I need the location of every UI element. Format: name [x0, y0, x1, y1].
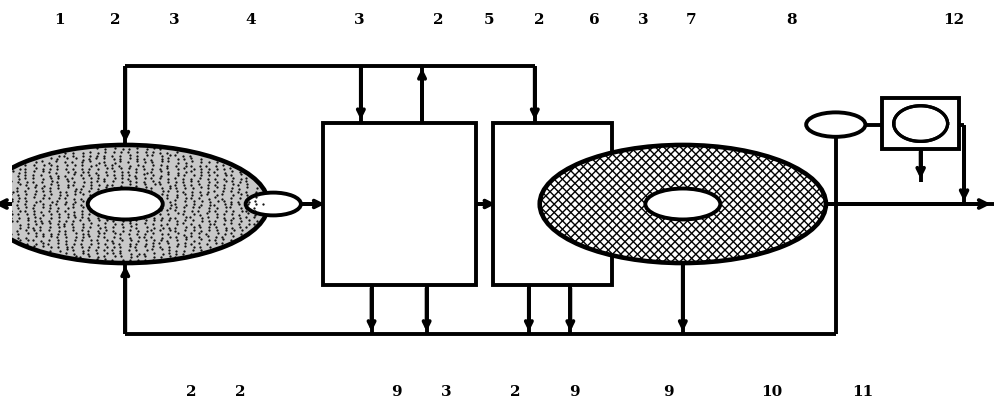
Text: 2: 2 — [510, 384, 520, 398]
Text: 8: 8 — [786, 13, 797, 27]
Text: 4: 4 — [245, 13, 256, 27]
Text: 2: 2 — [235, 384, 246, 398]
Text: 2: 2 — [433, 13, 443, 27]
Circle shape — [246, 193, 301, 216]
Text: 2: 2 — [110, 13, 121, 27]
Bar — [493, 123, 612, 286]
Circle shape — [645, 189, 720, 220]
Text: 9: 9 — [569, 384, 580, 398]
Text: 2: 2 — [534, 13, 545, 27]
Bar — [323, 123, 476, 286]
Text: 12: 12 — [944, 13, 965, 27]
Text: 10: 10 — [761, 384, 782, 398]
Text: 3: 3 — [354, 13, 364, 27]
Text: 11: 11 — [852, 384, 873, 398]
Text: 5: 5 — [484, 13, 495, 27]
Text: 6: 6 — [589, 13, 599, 27]
Circle shape — [540, 146, 826, 263]
Circle shape — [88, 189, 163, 220]
Text: 3: 3 — [169, 13, 180, 27]
Text: 1: 1 — [54, 13, 64, 27]
Bar — [882, 99, 959, 150]
Text: 2: 2 — [186, 384, 197, 398]
Text: 9: 9 — [391, 384, 402, 398]
Text: 3: 3 — [441, 384, 451, 398]
Circle shape — [0, 146, 268, 263]
Text: 7: 7 — [685, 13, 696, 27]
Circle shape — [806, 113, 865, 137]
Text: 9: 9 — [663, 384, 673, 398]
Text: 3: 3 — [638, 13, 649, 27]
